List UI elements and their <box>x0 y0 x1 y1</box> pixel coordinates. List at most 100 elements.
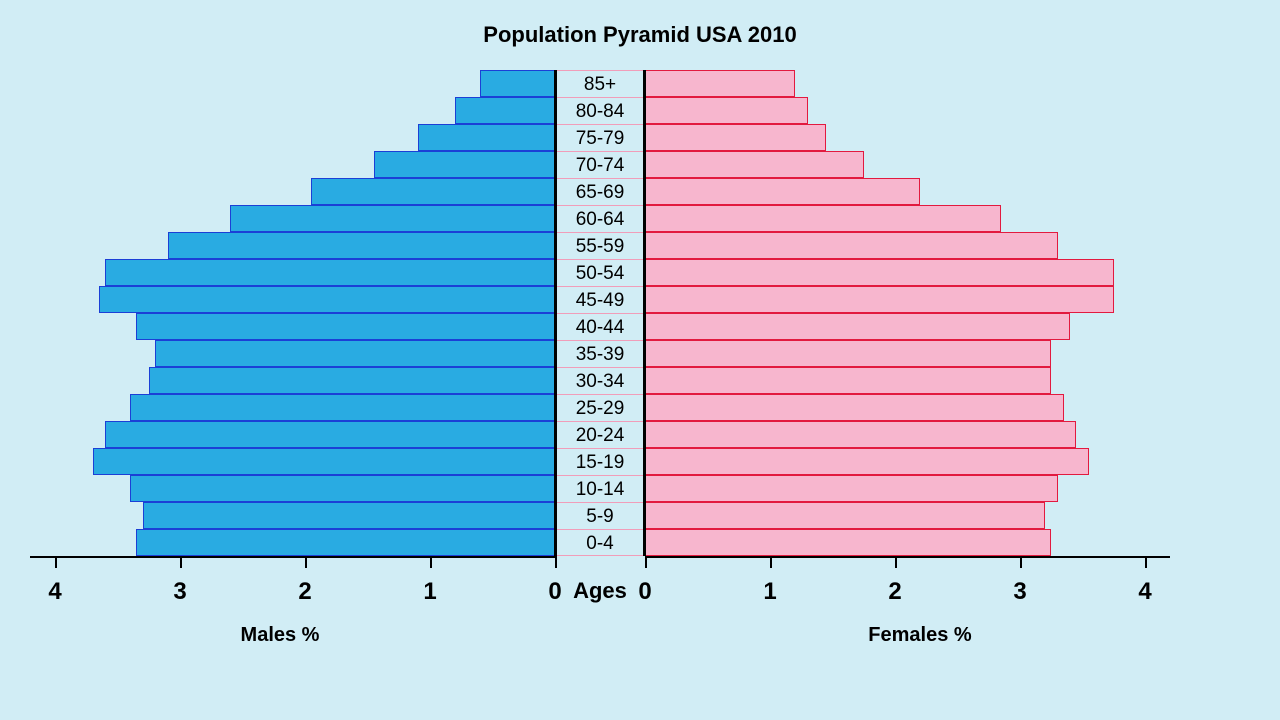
female-cell <box>645 151 1145 178</box>
female-bar <box>645 367 1051 394</box>
female-cell <box>645 340 1145 367</box>
female-cell <box>645 502 1145 529</box>
age-row: 25-29 <box>55 394 1145 421</box>
male-bar <box>455 97 555 124</box>
axis-tick-label: 4 <box>48 578 61 606</box>
male-cell <box>55 205 555 232</box>
age-row: 30-34 <box>55 367 1145 394</box>
male-cell <box>55 70 555 97</box>
male-cell <box>55 97 555 124</box>
male-bar <box>99 286 555 313</box>
female-cell <box>645 70 1145 97</box>
male-bar <box>105 421 555 448</box>
male-cell <box>55 367 555 394</box>
x-axis-left <box>30 556 555 558</box>
age-label: 70-74 <box>555 151 645 178</box>
male-cell <box>55 151 555 178</box>
age-row: 70-74 <box>55 151 1145 178</box>
female-bar <box>645 529 1051 556</box>
female-bar <box>645 232 1058 259</box>
female-bar <box>645 421 1076 448</box>
male-bar <box>93 448 556 475</box>
x-axis-right <box>645 556 1170 558</box>
male-cell <box>55 394 555 421</box>
age-label: 55-59 <box>555 232 645 259</box>
axis-tick-label: 1 <box>423 578 436 606</box>
center-divider-right <box>643 70 646 556</box>
axis-tick-label: 2 <box>298 578 311 606</box>
male-cell <box>55 448 555 475</box>
female-bar <box>645 259 1114 286</box>
age-row: 10-14 <box>55 475 1145 502</box>
age-row: 55-59 <box>55 232 1145 259</box>
female-bar <box>645 124 826 151</box>
age-row: 65-69 <box>55 178 1145 205</box>
female-bar <box>645 475 1058 502</box>
axis-tick-label: 0 <box>638 578 651 606</box>
female-bar <box>645 151 864 178</box>
age-label: 10-14 <box>555 475 645 502</box>
female-bar <box>645 286 1114 313</box>
axis-tick-label: 3 <box>173 578 186 606</box>
age-row: 80-84 <box>55 97 1145 124</box>
male-bar <box>130 475 555 502</box>
female-bar <box>645 502 1045 529</box>
age-label: 45-49 <box>555 286 645 313</box>
female-bar <box>645 97 808 124</box>
male-cell <box>55 421 555 448</box>
male-bar <box>149 367 555 394</box>
age-row: 20-24 <box>55 421 1145 448</box>
age-label: 75-79 <box>555 124 645 151</box>
male-bar <box>374 151 555 178</box>
age-row: 15-19 <box>55 448 1145 475</box>
axis-tick <box>645 556 647 568</box>
male-bar <box>311 178 555 205</box>
female-bar <box>645 70 795 97</box>
age-label: 85+ <box>555 70 645 97</box>
axis-tick-label: 4 <box>1138 578 1151 606</box>
male-cell <box>55 475 555 502</box>
age-label: 15-19 <box>555 448 645 475</box>
left-axis-label: Males % <box>241 624 320 647</box>
age-row: 45-49 <box>55 286 1145 313</box>
female-bar <box>645 178 920 205</box>
female-cell <box>645 286 1145 313</box>
age-row: 60-64 <box>55 205 1145 232</box>
axis-tick-label: 0 <box>548 578 561 606</box>
axis-tick <box>305 556 307 568</box>
center-divider-left <box>554 70 557 556</box>
female-cell <box>645 529 1145 556</box>
age-label: 40-44 <box>555 313 645 340</box>
chart-title: Population Pyramid USA 2010 <box>0 22 1280 48</box>
age-row: 85+ <box>55 70 1145 97</box>
axis-tick <box>180 556 182 568</box>
female-bar <box>645 394 1064 421</box>
female-bar <box>645 448 1089 475</box>
age-label: 35-39 <box>555 340 645 367</box>
age-row: 35-39 <box>55 340 1145 367</box>
female-bar <box>645 313 1070 340</box>
male-bar <box>418 124 556 151</box>
axis-tick <box>55 556 57 568</box>
center-axis-label: Ages <box>573 578 627 604</box>
axis-tick-label: 3 <box>1013 578 1026 606</box>
male-cell <box>55 502 555 529</box>
age-row: 0-4 <box>55 529 1145 556</box>
female-cell <box>645 97 1145 124</box>
female-cell <box>645 394 1145 421</box>
male-bar <box>136 529 555 556</box>
age-row: 5-9 <box>55 502 1145 529</box>
age-label: 30-34 <box>555 367 645 394</box>
male-cell <box>55 313 555 340</box>
male-bar <box>143 502 556 529</box>
male-bar <box>105 259 555 286</box>
axis-tick <box>770 556 772 568</box>
female-bar <box>645 340 1051 367</box>
age-row: 75-79 <box>55 124 1145 151</box>
age-label: 80-84 <box>555 97 645 124</box>
axis-tick <box>1020 556 1022 568</box>
axis-tick <box>555 556 557 568</box>
female-cell <box>645 178 1145 205</box>
age-label: 50-54 <box>555 259 645 286</box>
population-pyramid-chart: 85+80-8475-7970-7465-6960-6455-5950-5445… <box>55 70 1145 556</box>
